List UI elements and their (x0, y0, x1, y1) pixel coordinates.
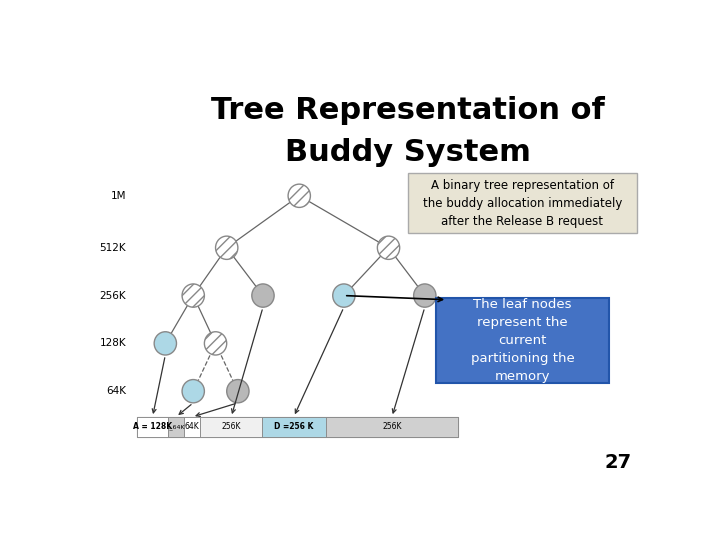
Text: Buddy System: Buddy System (285, 138, 531, 167)
Bar (200, 417, 262, 437)
Ellipse shape (182, 284, 204, 307)
Ellipse shape (413, 284, 436, 307)
Text: A = 128K: A = 128K (133, 422, 172, 431)
Text: The leaf nodes
represent the
current
partitioning the
memory: The leaf nodes represent the current par… (471, 298, 575, 383)
Text: 256K: 256K (222, 422, 241, 431)
Ellipse shape (215, 236, 238, 259)
Text: Tree Representation of: Tree Representation of (211, 96, 605, 125)
Ellipse shape (377, 236, 400, 259)
Bar (138, 417, 168, 437)
Ellipse shape (252, 284, 274, 307)
Ellipse shape (333, 284, 355, 307)
Ellipse shape (227, 380, 249, 403)
Text: 64K: 64K (185, 422, 199, 431)
FancyBboxPatch shape (408, 173, 637, 233)
Text: A binary tree representation of
the buddy allocation immediately
after the Relea: A binary tree representation of the budd… (423, 179, 622, 227)
Bar (138, 417, 458, 437)
Text: D =256 K: D =256 K (274, 422, 314, 431)
Bar (184, 417, 200, 437)
Bar (326, 417, 458, 437)
Text: 256K: 256K (99, 291, 126, 301)
Text: 512K: 512K (99, 243, 126, 253)
Ellipse shape (204, 332, 227, 355)
Ellipse shape (288, 184, 310, 207)
Ellipse shape (154, 332, 176, 355)
Bar (168, 417, 184, 437)
Text: 27: 27 (604, 453, 631, 472)
Text: 128K: 128K (99, 339, 126, 348)
Text: 256K: 256K (382, 422, 402, 431)
Text: 1M: 1M (111, 191, 126, 201)
Text: 64K: 64K (107, 386, 126, 396)
Bar (262, 417, 326, 437)
FancyBboxPatch shape (436, 298, 609, 383)
Text: c_64K: c_64K (166, 424, 185, 430)
Ellipse shape (182, 380, 204, 403)
